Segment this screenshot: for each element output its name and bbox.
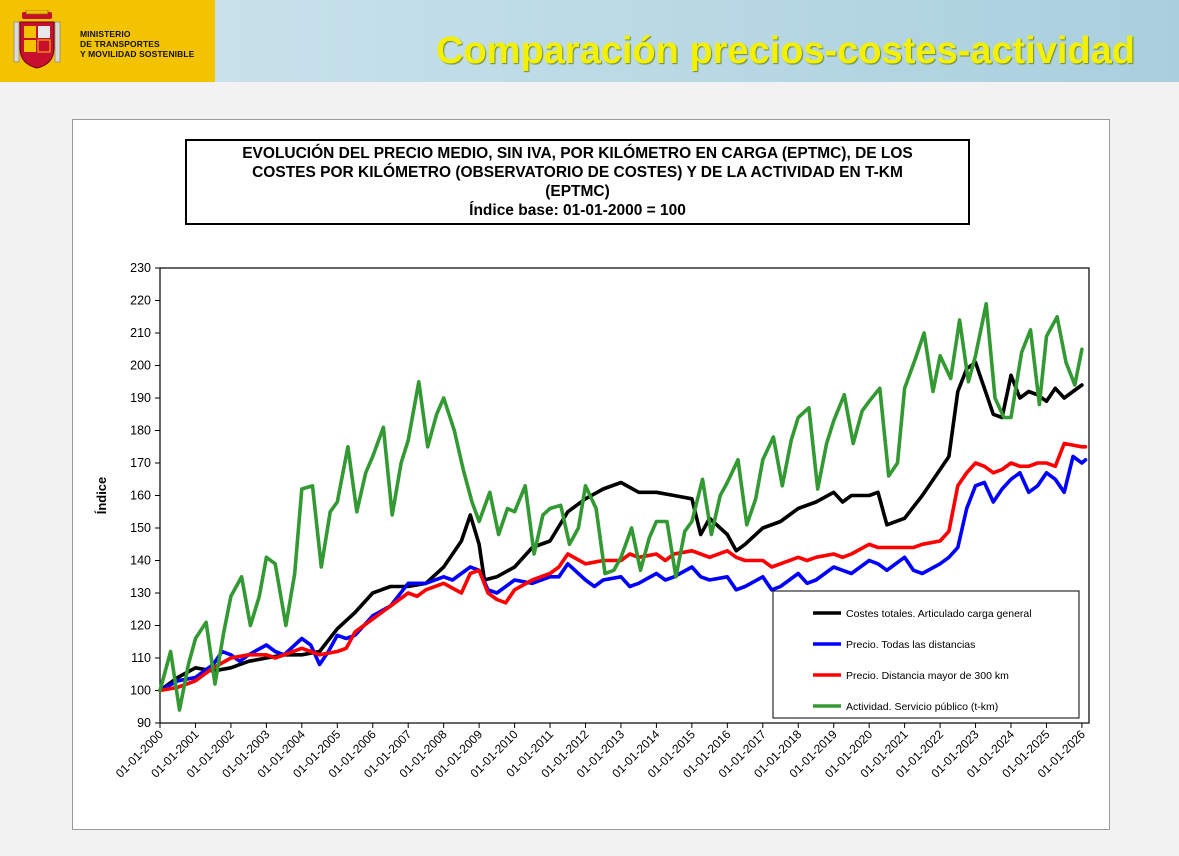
- series-line-4: [158, 302, 1084, 712]
- y-tick-label: 230: [130, 261, 151, 275]
- legend-label-4: Actividad. Servicio público (t-km): [846, 701, 998, 713]
- ministry-line-2: DE TRANSPORTES: [80, 39, 160, 49]
- legend-label-2: Precio. Todas las distancias: [846, 639, 975, 651]
- legend-label-1: Costes totales. Articulado carga general: [846, 608, 1032, 620]
- chart-title-line-4: Índice base: 01-01-2000 = 100: [469, 202, 686, 219]
- y-tick-label: 190: [130, 391, 151, 405]
- line-chart: 90 100 110 120 130 140 150 160 170 180 190 200 210 22…: [94, 261, 1090, 781]
- header-banner: MINISTERIO DE TRANSPORTES Y MOVILIDAD SO…: [0, 0, 1179, 82]
- y-tick-label: 220: [130, 294, 151, 308]
- y-axis-label: Índice: [94, 477, 109, 515]
- y-tick-label: 90: [137, 716, 151, 730]
- ministry-logo: MINISTERIO DE TRANSPORTES Y MOVILIDAD SO…: [0, 0, 215, 82]
- series-line-1: [158, 360, 1084, 693]
- ministry-line-3: Y MOVILIDAD SOSTENIBLE: [80, 49, 195, 59]
- y-tick-label: 120: [130, 619, 151, 633]
- y-tick-label: 200: [130, 359, 151, 373]
- chart-title-line-3: (EPTMC): [545, 183, 610, 200]
- y-tick-label: 150: [130, 521, 151, 535]
- legend: Costes totales. Articulado carga general…: [772, 590, 1080, 719]
- y-tick-label: 170: [130, 456, 151, 470]
- y-tick-label: 160: [130, 489, 151, 503]
- y-tick-label: 210: [130, 326, 151, 340]
- legend-label-3: Precio. Distancia mayor de 300 km: [846, 670, 1009, 682]
- ministry-line-1: MINISTERIO: [80, 29, 131, 39]
- y-tick-label: 100: [130, 684, 151, 698]
- chart-title-line-1: EVOLUCIÓN DEL PRECIO MEDIO, SIN IVA, POR…: [242, 145, 913, 162]
- chart-title-line-2: COSTES POR KILÓMETRO (OBSERVATORIO DE CO…: [252, 164, 903, 181]
- y-tick-label: 140: [130, 554, 151, 568]
- series-line-3: [158, 441, 1088, 693]
- page-title: Comparación precios-costes-actividad: [436, 30, 1135, 72]
- ministry-name: MINISTERIO DE TRANSPORTES Y MOVILIDAD SO…: [80, 29, 194, 59]
- y-tick-label: 130: [130, 586, 151, 600]
- series-line-2: [158, 454, 1088, 693]
- coat-of-arms-icon: [13, 10, 61, 69]
- chart-title-box: EVOLUCIÓN DEL PRECIO MEDIO, SIN IVA, POR…: [185, 139, 970, 225]
- y-tick-label: 110: [131, 651, 151, 665]
- y-tick-label: 180: [130, 424, 151, 438]
- chart-panel: EVOLUCIÓN DEL PRECIO MEDIO, SIN IVA, POR…: [72, 119, 1110, 830]
